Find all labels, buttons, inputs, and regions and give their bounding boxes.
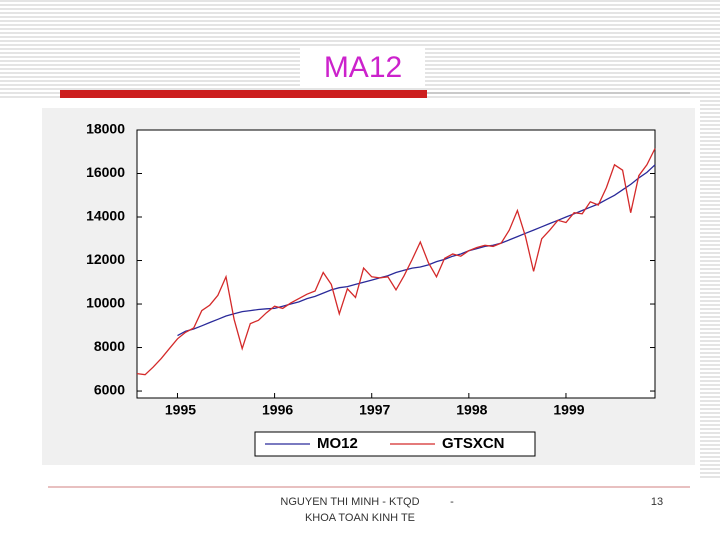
y-tick-label: 8000: [94, 338, 125, 354]
legend-label: MO12: [317, 435, 358, 452]
x-tick-label: 1998: [456, 402, 487, 418]
title-bar: [60, 90, 427, 98]
y-tick-label: 6000: [94, 382, 125, 398]
page-number: 13: [651, 496, 663, 508]
x-tick-label: 1997: [359, 402, 390, 418]
y-tick-label: 14000: [86, 208, 125, 224]
background-stripes: [700, 100, 720, 480]
x-tick-label: 1999: [553, 402, 584, 418]
y-tick-label: 18000: [86, 121, 125, 137]
y-tick-label: 12000: [86, 251, 125, 267]
legend-label: GTSXCN: [442, 435, 505, 452]
plot-frame: [136, 129, 656, 399]
footer-author: NGUYEN THI MINH - KTQD: [280, 496, 419, 508]
footer-separator: -: [450, 496, 454, 508]
y-tick-label: 16000: [86, 164, 125, 180]
chart: 6000 8000 10000 12000 14000 16000 18000 1995 199…: [86, 121, 656, 452]
title-backdrop: [300, 48, 425, 88]
footer-faculty: KHOA TOAN KINH TE: [305, 512, 415, 524]
series-line: [136, 148, 656, 376]
x-tick-label: 1996: [262, 402, 293, 418]
y-tick-label: 10000: [86, 295, 125, 311]
slide-title: MA12: [324, 51, 402, 84]
x-tick-label: 1995: [165, 402, 196, 418]
